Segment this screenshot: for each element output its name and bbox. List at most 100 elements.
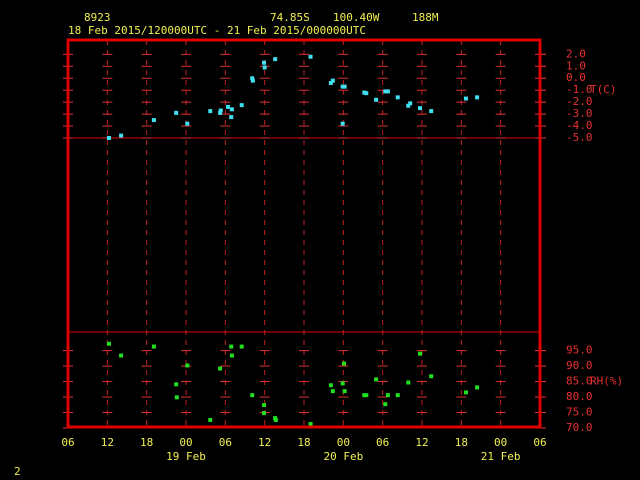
point bbox=[328, 383, 333, 388]
point bbox=[119, 353, 124, 358]
y-axis-label: RH(%) bbox=[590, 375, 623, 388]
day-label: 19 Feb bbox=[166, 450, 206, 463]
x-tick-label: 18 bbox=[140, 436, 153, 449]
latitude: 74.85S bbox=[270, 11, 310, 24]
x-tick-label: 00 bbox=[179, 436, 192, 449]
point bbox=[406, 380, 411, 385]
point bbox=[395, 393, 400, 398]
point bbox=[262, 403, 267, 408]
point bbox=[106, 341, 111, 346]
point bbox=[406, 103, 411, 108]
point bbox=[463, 390, 468, 395]
point bbox=[208, 417, 213, 422]
point bbox=[229, 107, 234, 112]
x-tick-label: 18 bbox=[455, 436, 468, 449]
x-tick-label: 06 bbox=[376, 436, 389, 449]
y-tick-label: 95.0 bbox=[566, 344, 593, 357]
point bbox=[174, 110, 179, 115]
point bbox=[218, 110, 223, 115]
point bbox=[273, 57, 278, 62]
x-tick-label: 06 bbox=[61, 436, 74, 449]
y-tick-label: -1.0 bbox=[566, 83, 593, 96]
point bbox=[395, 95, 400, 100]
point bbox=[340, 121, 345, 126]
point bbox=[341, 361, 346, 366]
point bbox=[174, 382, 179, 387]
point bbox=[218, 366, 223, 371]
y-tick-label: 2.0 bbox=[566, 47, 586, 60]
y-tick-label: -2.0 bbox=[566, 95, 593, 108]
point bbox=[151, 118, 156, 123]
x-tick-label: 12 bbox=[415, 436, 428, 449]
day-label: 21 Feb bbox=[481, 450, 521, 463]
point bbox=[106, 136, 111, 140]
y-tick-label: -4.0 bbox=[566, 119, 593, 132]
x-tick-label: 00 bbox=[494, 436, 507, 449]
point bbox=[418, 351, 423, 356]
point bbox=[340, 381, 345, 386]
point bbox=[239, 103, 244, 108]
point bbox=[262, 411, 267, 416]
point bbox=[475, 385, 480, 390]
point bbox=[308, 54, 313, 59]
point bbox=[229, 353, 234, 358]
y-tick-label: -3.0 bbox=[566, 107, 593, 120]
point bbox=[364, 393, 369, 398]
x-tick-label: 06 bbox=[533, 436, 546, 449]
y-tick-label: 70.0 bbox=[566, 421, 593, 434]
point bbox=[330, 78, 335, 83]
point bbox=[308, 421, 313, 426]
point bbox=[185, 363, 190, 368]
point bbox=[385, 89, 390, 94]
point bbox=[463, 96, 468, 101]
point bbox=[385, 393, 390, 398]
point bbox=[151, 344, 156, 349]
x-tick-label: 12 bbox=[258, 436, 271, 449]
y-tick-label: 90.0 bbox=[566, 359, 593, 372]
point bbox=[429, 109, 434, 114]
point bbox=[364, 91, 369, 96]
x-tick-label: 12 bbox=[101, 436, 114, 449]
point bbox=[342, 84, 347, 89]
y-tick-label: 75.0 bbox=[566, 406, 593, 419]
point bbox=[208, 109, 213, 114]
point bbox=[418, 106, 423, 111]
y-tick-label: 0.0 bbox=[566, 71, 586, 84]
point bbox=[250, 393, 255, 398]
point bbox=[342, 389, 347, 394]
point bbox=[383, 89, 388, 94]
day-label: 20 Feb bbox=[323, 450, 363, 463]
y-tick-label: 80.0 bbox=[566, 390, 593, 403]
point bbox=[374, 377, 379, 382]
point bbox=[262, 60, 267, 65]
point bbox=[383, 402, 388, 407]
x-tick-label: 18 bbox=[297, 436, 310, 449]
point bbox=[328, 81, 333, 86]
point bbox=[119, 133, 124, 138]
point bbox=[429, 374, 434, 379]
point bbox=[262, 65, 267, 70]
point bbox=[225, 104, 230, 109]
point bbox=[273, 417, 278, 422]
period: 18 Feb 2015/120000UTC - 21 Feb 2015/0000… bbox=[68, 24, 366, 37]
point bbox=[330, 389, 335, 394]
x-tick-label: 06 bbox=[219, 436, 232, 449]
point bbox=[250, 76, 255, 81]
page-number: 2 bbox=[14, 465, 21, 478]
point bbox=[229, 115, 234, 120]
point bbox=[185, 121, 190, 126]
frame bbox=[66, 38, 542, 429]
y-axis-label: T(C) bbox=[590, 83, 617, 96]
point bbox=[475, 95, 480, 100]
longitude: 100.40W bbox=[333, 11, 380, 24]
elevation: 188M bbox=[412, 11, 439, 24]
station-id: 8923 bbox=[84, 11, 111, 24]
point bbox=[250, 78, 255, 83]
point bbox=[239, 344, 244, 349]
point bbox=[374, 97, 379, 102]
point bbox=[408, 101, 413, 106]
y-tick-label: 85.0 bbox=[566, 375, 593, 388]
y-tick-label: 1.0 bbox=[566, 59, 586, 72]
point bbox=[218, 108, 223, 113]
